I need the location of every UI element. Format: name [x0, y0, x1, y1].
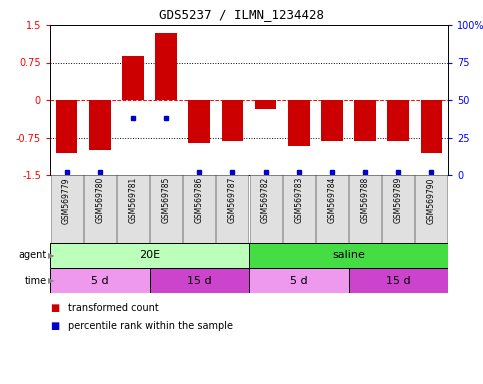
- Text: transformed count: transformed count: [68, 303, 159, 313]
- Bar: [222, 100, 243, 141]
- Text: GSM569784: GSM569784: [327, 177, 337, 223]
- Bar: [321, 100, 343, 141]
- Text: 5 d: 5 d: [91, 275, 109, 285]
- Text: saline: saline: [332, 250, 365, 260]
- Text: GSM569789: GSM569789: [394, 177, 403, 223]
- Bar: [250, 175, 282, 243]
- Bar: [156, 33, 177, 100]
- Text: ■: ■: [50, 303, 59, 313]
- Bar: [50, 243, 249, 268]
- Text: 5 d: 5 d: [290, 275, 308, 285]
- Text: GSM569785: GSM569785: [162, 177, 170, 223]
- Bar: [349, 175, 381, 243]
- Text: GSM569781: GSM569781: [128, 177, 138, 223]
- Bar: [89, 100, 111, 150]
- Bar: [316, 175, 348, 243]
- Text: time: time: [25, 275, 47, 285]
- Bar: [255, 100, 276, 109]
- Bar: [283, 175, 314, 243]
- Bar: [122, 56, 144, 100]
- Text: 20E: 20E: [139, 250, 160, 260]
- Text: GSM569782: GSM569782: [261, 177, 270, 223]
- Bar: [56, 100, 77, 152]
- Text: agent: agent: [19, 250, 47, 260]
- Bar: [415, 175, 447, 243]
- Text: ▶: ▶: [48, 276, 55, 285]
- Bar: [216, 175, 248, 243]
- Bar: [150, 268, 249, 293]
- Text: ▶: ▶: [48, 251, 55, 260]
- Bar: [288, 100, 310, 146]
- Bar: [349, 268, 448, 293]
- Bar: [50, 268, 150, 293]
- Bar: [51, 175, 83, 243]
- Text: GSM569783: GSM569783: [294, 177, 303, 223]
- Bar: [249, 243, 448, 268]
- Text: GDS5237 / ILMN_1234428: GDS5237 / ILMN_1234428: [159, 8, 324, 21]
- Bar: [249, 268, 349, 293]
- Bar: [383, 175, 414, 243]
- Text: percentile rank within the sample: percentile rank within the sample: [68, 321, 233, 331]
- Bar: [150, 175, 182, 243]
- Bar: [421, 100, 442, 152]
- Text: GSM569786: GSM569786: [195, 177, 204, 223]
- Bar: [84, 175, 115, 243]
- Text: GSM569787: GSM569787: [228, 177, 237, 223]
- Bar: [117, 175, 149, 243]
- Text: GSM569780: GSM569780: [95, 177, 104, 223]
- Bar: [355, 100, 376, 141]
- Bar: [188, 100, 210, 142]
- Text: 15 d: 15 d: [386, 275, 411, 285]
- Text: GSM569779: GSM569779: [62, 177, 71, 223]
- Text: 15 d: 15 d: [187, 275, 212, 285]
- Text: GSM569790: GSM569790: [427, 177, 436, 223]
- Text: ■: ■: [50, 321, 59, 331]
- Bar: [184, 175, 215, 243]
- Bar: [387, 100, 409, 141]
- Text: GSM569788: GSM569788: [361, 177, 369, 223]
